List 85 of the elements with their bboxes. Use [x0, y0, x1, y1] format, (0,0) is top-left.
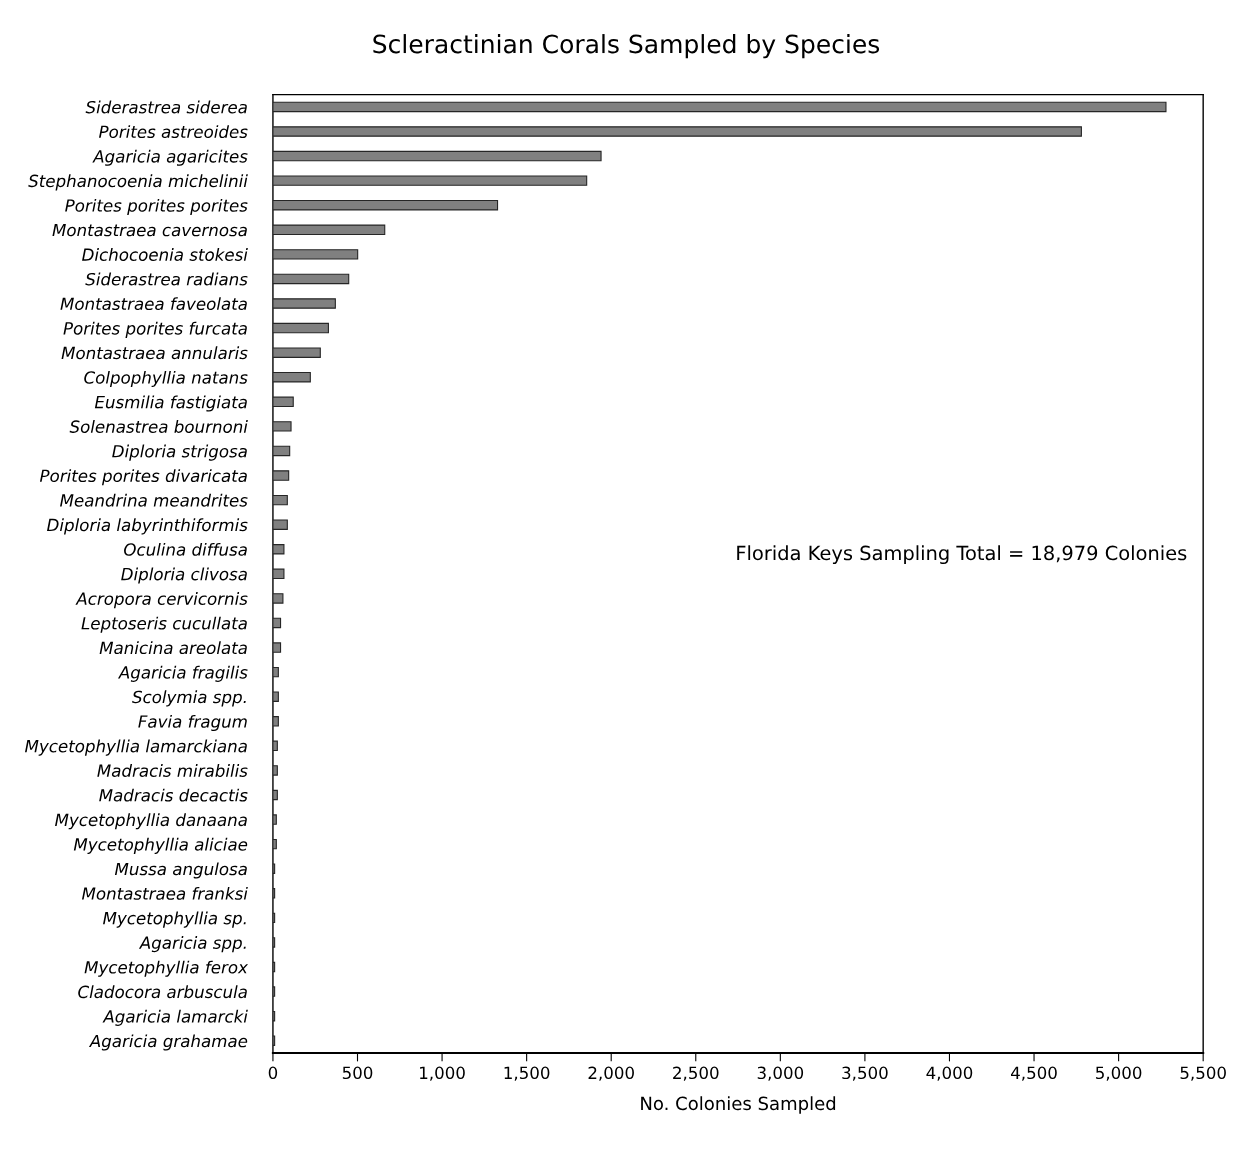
bar [272, 765, 278, 776]
bar [272, 789, 278, 801]
x-tick-label: 5,500 [1180, 1066, 1226, 1081]
bar [272, 691, 279, 702]
y-tick-label: Montastraea franksi [81, 886, 248, 900]
y-tick-label: Agaricia grahamae [88, 1034, 248, 1051]
y-tick-label: Montastraea faveolata [60, 297, 247, 311]
y-tick-label: Scolymia spp. [132, 690, 246, 707]
bar [272, 814, 277, 825]
bar [272, 175, 588, 186]
y-tick-label: Stephanocoenia michelinii [28, 174, 248, 191]
y-tick-label: Porites astreoides [99, 125, 248, 139]
y-tick-label: Mycetophyllia lamarckiana [25, 739, 247, 756]
bar [272, 494, 288, 506]
bar [272, 249, 359, 260]
y-tick-label: Porites porites furcata [63, 321, 247, 338]
x-tick-label: 5,000 [1096, 1066, 1142, 1081]
x-tick-label: 1,000 [420, 1066, 465, 1081]
bar [272, 273, 350, 285]
bar [272, 642, 282, 653]
bar [272, 617, 282, 629]
y-tick-label: Mussa angulosa [114, 862, 247, 879]
y-tick-label: Solenastrea bournoni [69, 420, 248, 433]
y-tick-label: Porites porites porites [65, 198, 248, 216]
y-tick-label: Porites porites divaricata [39, 469, 247, 486]
y-tick-label: Agaricia agaricites [92, 149, 248, 166]
y-tick-label: Agaricia fragilis [117, 665, 248, 682]
bar [272, 224, 386, 236]
y-tick-label: Diploria clivosa [121, 567, 247, 584]
y-tick-label: Mycetophyllia ferox [84, 960, 249, 977]
y-tick-label: Madracis decactis [99, 788, 248, 802]
bar [272, 199, 499, 211]
x-tick-label: 4,500 [1011, 1066, 1057, 1081]
y-tick-label: Colpophyllia natans [84, 370, 248, 388]
x-tick-label: 1,500 [504, 1066, 550, 1081]
y-tick-label: Cladocora arbuscula [78, 985, 247, 999]
bar [272, 740, 278, 752]
y-tick-label: Manicina areolata [99, 641, 247, 655]
bar [272, 101, 1167, 113]
y-tick-label: Siderastrea siderea [85, 100, 247, 114]
bar [272, 593, 284, 604]
bar [272, 322, 329, 334]
y-tick-label: Acropora cervicornis [75, 592, 248, 609]
y-tick-label: Mycetophyllia sp. [103, 911, 246, 928]
bar [272, 470, 290, 481]
x-tick-label: 3,500 [842, 1066, 888, 1081]
chart-title: Scleractinian Corals Sampled by Species [373, 34, 880, 59]
y-tick-label: Leptoseris cucullata [81, 616, 247, 633]
x-tick-label: 3,000 [757, 1066, 804, 1081]
x-tick-label: 500 [342, 1066, 373, 1080]
y-tick-label: Agaricia lamarcki [102, 1009, 248, 1026]
bar [272, 421, 292, 432]
bar [272, 568, 285, 580]
y-tick-label: Siderastrea radians [85, 272, 248, 286]
y-tick-label: Madracis mirabilis [97, 764, 248, 777]
y-tick-label: Agaricia spp. [138, 936, 246, 953]
y-tick-label: Meandrina meandrites [60, 493, 248, 507]
x-tick-label: 4,000 [926, 1066, 973, 1081]
x-axis-title: No. Colonies Sampled [641, 1096, 836, 1114]
bar [272, 445, 291, 457]
y-tick-label: Favia fragum [138, 714, 247, 732]
bar [272, 372, 311, 383]
bar [272, 126, 1082, 137]
bar [272, 838, 277, 850]
y-tick-label: Montastraea annularis [61, 346, 248, 360]
y-tick-label: Oculina diffusa [124, 542, 247, 556]
y-tick-label: Diploria strigosa [112, 444, 247, 461]
y-tick-label: Montastraea cavernosa [52, 223, 247, 237]
x-tick-label: 2,500 [673, 1066, 719, 1081]
annotation: Florida Keys Sampling Total = 18,979 Colonies [737, 545, 1187, 565]
bar [272, 519, 288, 530]
x-tick-label: 2,000 [588, 1066, 634, 1081]
bar [272, 298, 336, 309]
bar [272, 150, 602, 162]
bar [272, 396, 294, 408]
y-tick-label: Diploria labyrinthiformis [47, 518, 248, 535]
bar [272, 716, 279, 727]
x-tick-label: 0 [268, 1066, 278, 1080]
y-tick-label: Mycetophyllia danaana [55, 813, 247, 830]
bar [272, 347, 321, 358]
bar [272, 666, 279, 678]
y-tick-label: Eusmilia fastigiata [94, 395, 247, 412]
y-tick-label: Mycetophyllia aliciae [73, 837, 248, 854]
bar [272, 544, 285, 555]
y-tick-label: Dichocoenia stokesi [82, 248, 248, 261]
